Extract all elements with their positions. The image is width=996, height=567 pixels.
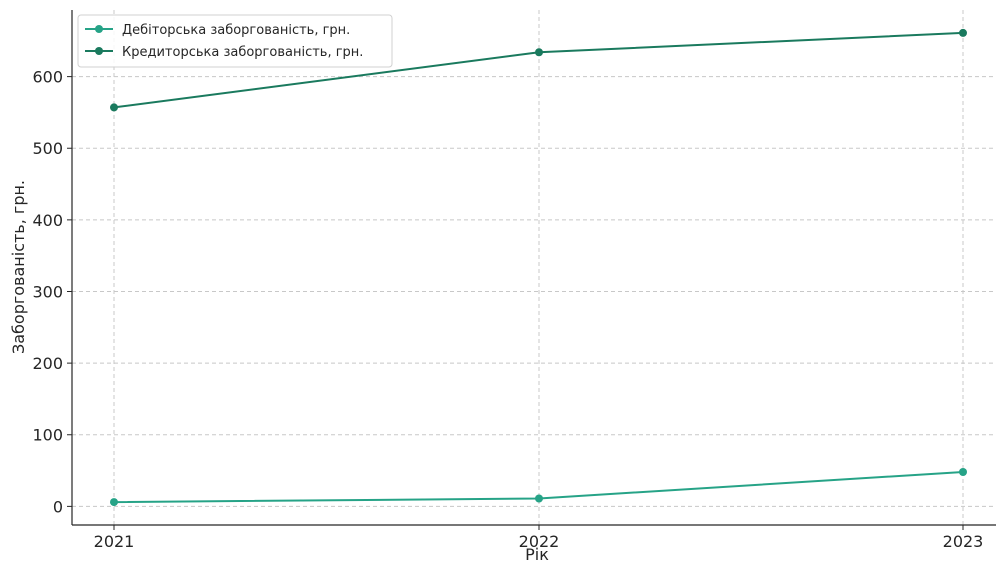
data-point [535, 48, 543, 57]
legend-entry-payables: Кредиторська заборгованість, грн. [85, 45, 363, 60]
data-point [110, 103, 118, 112]
y-tick-label: 500 [32, 139, 63, 158]
x-axis-title: Рік [525, 545, 549, 564]
legend-box [77, 14, 393, 68]
legend-label-receivables: Дебіторська заборгованість, грн. [122, 23, 350, 38]
y-tick-label: 0 [53, 497, 63, 516]
y-tick-label: 300 [32, 282, 63, 301]
legend-marker-icon [95, 25, 103, 33]
y-tick-label: 200 [32, 354, 63, 373]
y-tick-label: 100 [32, 426, 63, 445]
data-point [959, 28, 967, 37]
y-tick-label: 400 [32, 211, 63, 230]
legend-entry-receivables: Дебіторська заборгованість, грн. [85, 23, 350, 38]
x-ticks: 2021 2022 2023 [94, 525, 984, 551]
data-point [535, 494, 543, 503]
y-tick-label: 600 [32, 68, 63, 87]
data-point [959, 467, 967, 476]
x-tick-label: 2022 [519, 532, 560, 551]
legend-marker-icon [95, 47, 103, 55]
y-ticks: 0 100 200 300 400 500 600 [32, 68, 72, 516]
axes [71, 10, 996, 526]
series-layer [110, 28, 967, 507]
legend: Дебіторська заборгованість, грн. Кредито… [77, 14, 393, 68]
y-axis-title: Заборгованість, грн. [9, 180, 28, 354]
grid [72, 10, 996, 525]
legend-label-payables: Кредиторська заборгованість, грн. [122, 45, 363, 60]
x-tick-label: 2021 [94, 532, 135, 551]
x-tick-label: 2023 [943, 532, 984, 551]
data-point [110, 498, 118, 507]
